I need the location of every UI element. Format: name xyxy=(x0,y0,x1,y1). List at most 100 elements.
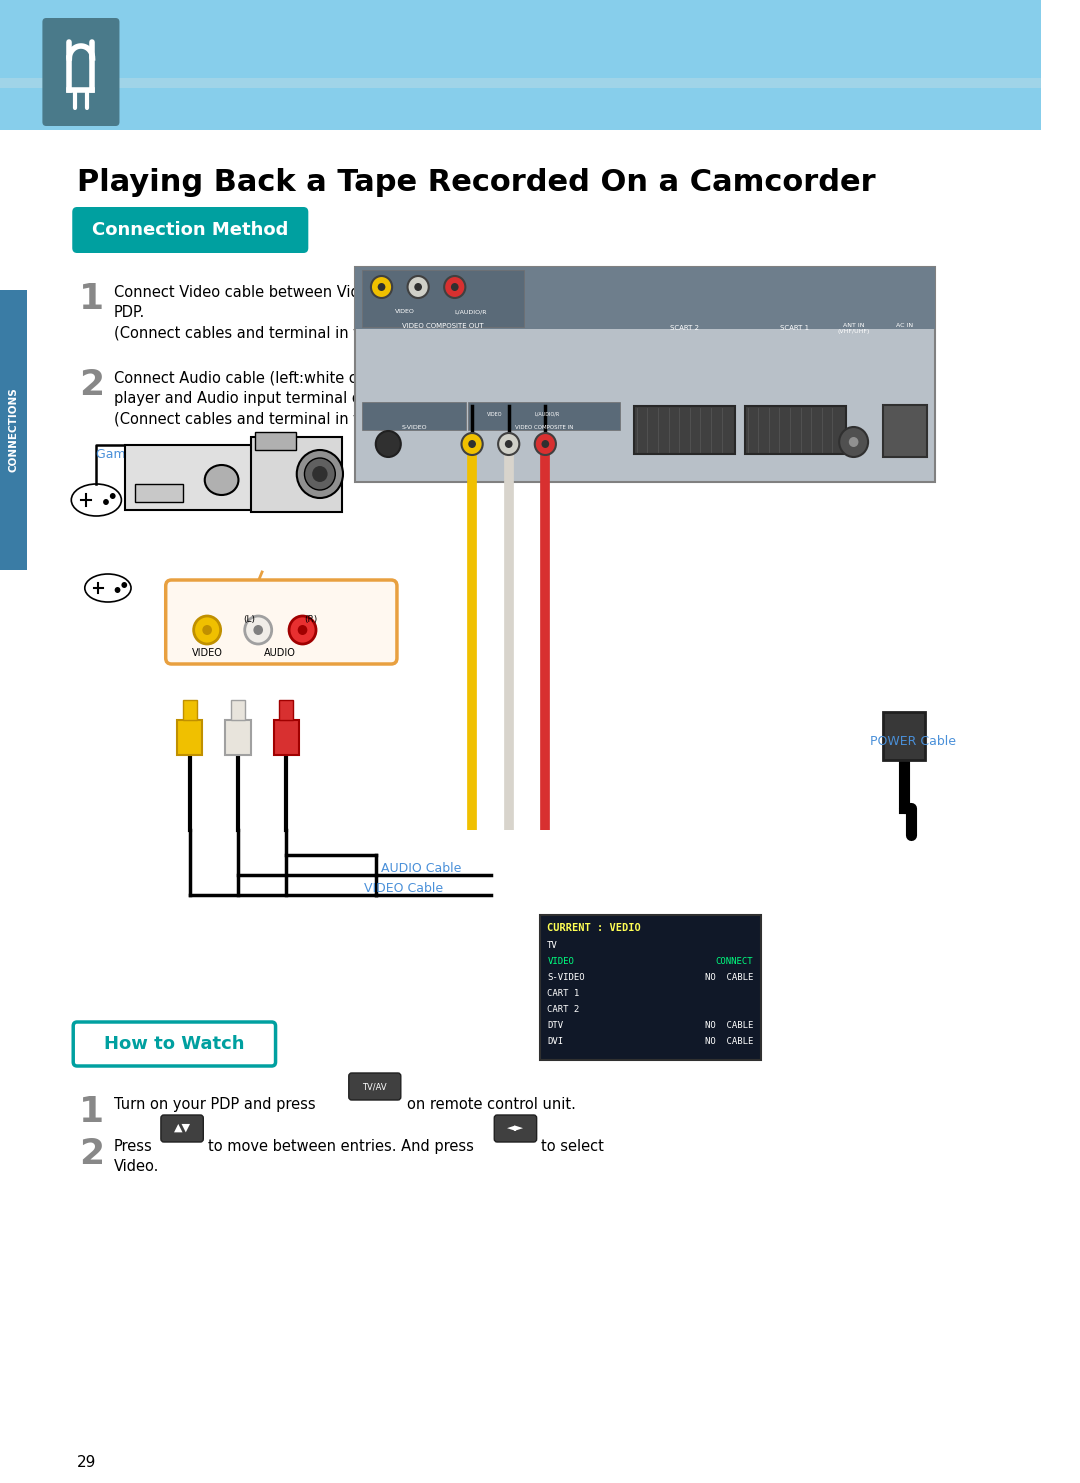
Bar xyxy=(469,402,621,430)
Text: 1: 1 xyxy=(79,282,104,316)
Text: AC IN: AC IN xyxy=(896,323,914,328)
Circle shape xyxy=(376,432,401,457)
FancyBboxPatch shape xyxy=(495,1115,537,1142)
Text: Press: Press xyxy=(113,1139,152,1154)
Text: TV: TV xyxy=(548,942,558,951)
Text: 1: 1 xyxy=(79,1094,104,1129)
Text: (Connect cables and terminal in the same colors): (Connect cables and terminal in the same… xyxy=(113,325,475,340)
Text: VIDEO: VIDEO xyxy=(486,412,502,417)
Text: TV/AV: TV/AV xyxy=(363,1083,387,1091)
Text: (Connect cables and terminal in the same colors): (Connect cables and terminal in the same… xyxy=(113,411,475,426)
Text: PDP.: PDP. xyxy=(113,305,145,320)
Text: SCART 1: SCART 1 xyxy=(781,325,809,331)
Text: AUDIO Cable: AUDIO Cable xyxy=(380,862,461,875)
Text: player and Audio input terminal of PDP.: player and Audio input terminal of PDP. xyxy=(113,392,402,406)
Circle shape xyxy=(289,615,316,644)
Circle shape xyxy=(121,581,127,587)
Text: VIDEO: VIDEO xyxy=(192,648,222,658)
FancyBboxPatch shape xyxy=(165,580,397,664)
Bar xyxy=(177,721,202,755)
Circle shape xyxy=(298,624,308,635)
Circle shape xyxy=(849,437,859,446)
Bar xyxy=(183,700,197,721)
Text: L/AUDIO/R: L/AUDIO/R xyxy=(535,412,559,417)
Text: NO  CABLE: NO CABLE xyxy=(705,1020,754,1031)
Text: AUDIO: AUDIO xyxy=(264,648,295,658)
FancyBboxPatch shape xyxy=(72,208,308,254)
Text: 2: 2 xyxy=(79,1137,104,1172)
Bar xyxy=(0,0,1040,131)
Bar xyxy=(135,483,183,503)
Text: VIDEO COMPOSITE OUT: VIDEO COMPOSITE OUT xyxy=(403,323,484,329)
Circle shape xyxy=(114,587,121,593)
Bar xyxy=(280,700,293,721)
Text: Game Player: Game Player xyxy=(96,448,177,461)
Text: 29: 29 xyxy=(77,1455,96,1470)
Circle shape xyxy=(312,466,327,482)
Bar xyxy=(882,712,924,759)
Text: Connection Method: Connection Method xyxy=(92,221,288,239)
Text: Camcorder: Camcorder xyxy=(248,448,318,461)
Text: VIDEO: VIDEO xyxy=(548,957,575,965)
Bar xyxy=(231,700,245,721)
Bar xyxy=(251,437,342,512)
FancyBboxPatch shape xyxy=(161,1115,203,1142)
Text: S-VIDEO: S-VIDEO xyxy=(402,426,427,430)
Circle shape xyxy=(498,433,519,455)
Bar xyxy=(745,406,846,454)
Text: POWER Cable: POWER Cable xyxy=(870,736,957,747)
Text: to move between entries. And press: to move between entries. And press xyxy=(208,1139,474,1154)
Bar xyxy=(354,267,934,482)
Text: (L): (L) xyxy=(243,615,256,624)
FancyBboxPatch shape xyxy=(42,18,120,126)
Bar xyxy=(634,406,735,454)
Circle shape xyxy=(504,440,513,448)
Text: to select: to select xyxy=(541,1139,605,1154)
Text: ▲▼: ▲▼ xyxy=(174,1123,190,1133)
Circle shape xyxy=(451,283,459,291)
Text: DVI: DVI xyxy=(548,1037,564,1046)
Circle shape xyxy=(110,492,116,498)
Circle shape xyxy=(415,283,422,291)
Circle shape xyxy=(407,276,429,298)
Bar xyxy=(125,445,255,510)
Text: Connect Video cable between Video output terminal of Camcoder/Game player and Vi: Connect Video cable between Video output… xyxy=(113,285,899,300)
Text: VIDEO Cable: VIDEO Cable xyxy=(364,882,443,896)
Text: VIDEO COMPOSITE IN: VIDEO COMPOSITE IN xyxy=(515,426,573,430)
Circle shape xyxy=(461,433,483,455)
Text: NO  CABLE: NO CABLE xyxy=(705,1037,754,1046)
Text: DTV: DTV xyxy=(548,1020,564,1031)
Text: SCART 2: SCART 2 xyxy=(670,325,699,331)
Text: CONNECT: CONNECT xyxy=(716,957,754,965)
Circle shape xyxy=(444,276,465,298)
Circle shape xyxy=(535,433,556,455)
Text: (R): (R) xyxy=(305,615,318,624)
Bar xyxy=(540,915,761,1060)
Bar xyxy=(0,291,27,569)
Circle shape xyxy=(541,440,549,448)
Text: NO  CABLE: NO CABLE xyxy=(705,973,754,982)
Text: CONNECTIONS: CONNECTIONS xyxy=(9,387,18,473)
Circle shape xyxy=(193,615,220,644)
Text: S-VIDEO: S-VIDEO xyxy=(548,973,585,982)
Text: 2: 2 xyxy=(79,368,104,402)
Text: L/AUDIO/R: L/AUDIO/R xyxy=(454,308,486,314)
Text: Video.: Video. xyxy=(113,1160,159,1175)
Text: CART 2: CART 2 xyxy=(548,1005,580,1014)
Text: on remote control unit.: on remote control unit. xyxy=(406,1097,576,1112)
Text: CURRENT : VEDIO: CURRENT : VEDIO xyxy=(548,922,642,933)
Text: Playing Back a Tape Recorded On a Camcorder: Playing Back a Tape Recorded On a Camcor… xyxy=(77,168,876,197)
Circle shape xyxy=(254,624,264,635)
Bar xyxy=(255,432,296,449)
Bar xyxy=(354,267,934,329)
FancyBboxPatch shape xyxy=(73,1022,275,1066)
Bar xyxy=(0,79,1040,87)
Bar xyxy=(362,270,524,326)
Text: CART 1: CART 1 xyxy=(548,989,580,998)
Circle shape xyxy=(370,276,392,298)
Bar xyxy=(239,452,255,504)
Text: Connect Audio cable (left:white color, right:red color) between Audio output ter: Connect Audio cable (left:white color, r… xyxy=(113,371,888,386)
Text: VIDEO: VIDEO xyxy=(394,308,415,314)
Circle shape xyxy=(469,440,476,448)
Circle shape xyxy=(245,615,272,644)
